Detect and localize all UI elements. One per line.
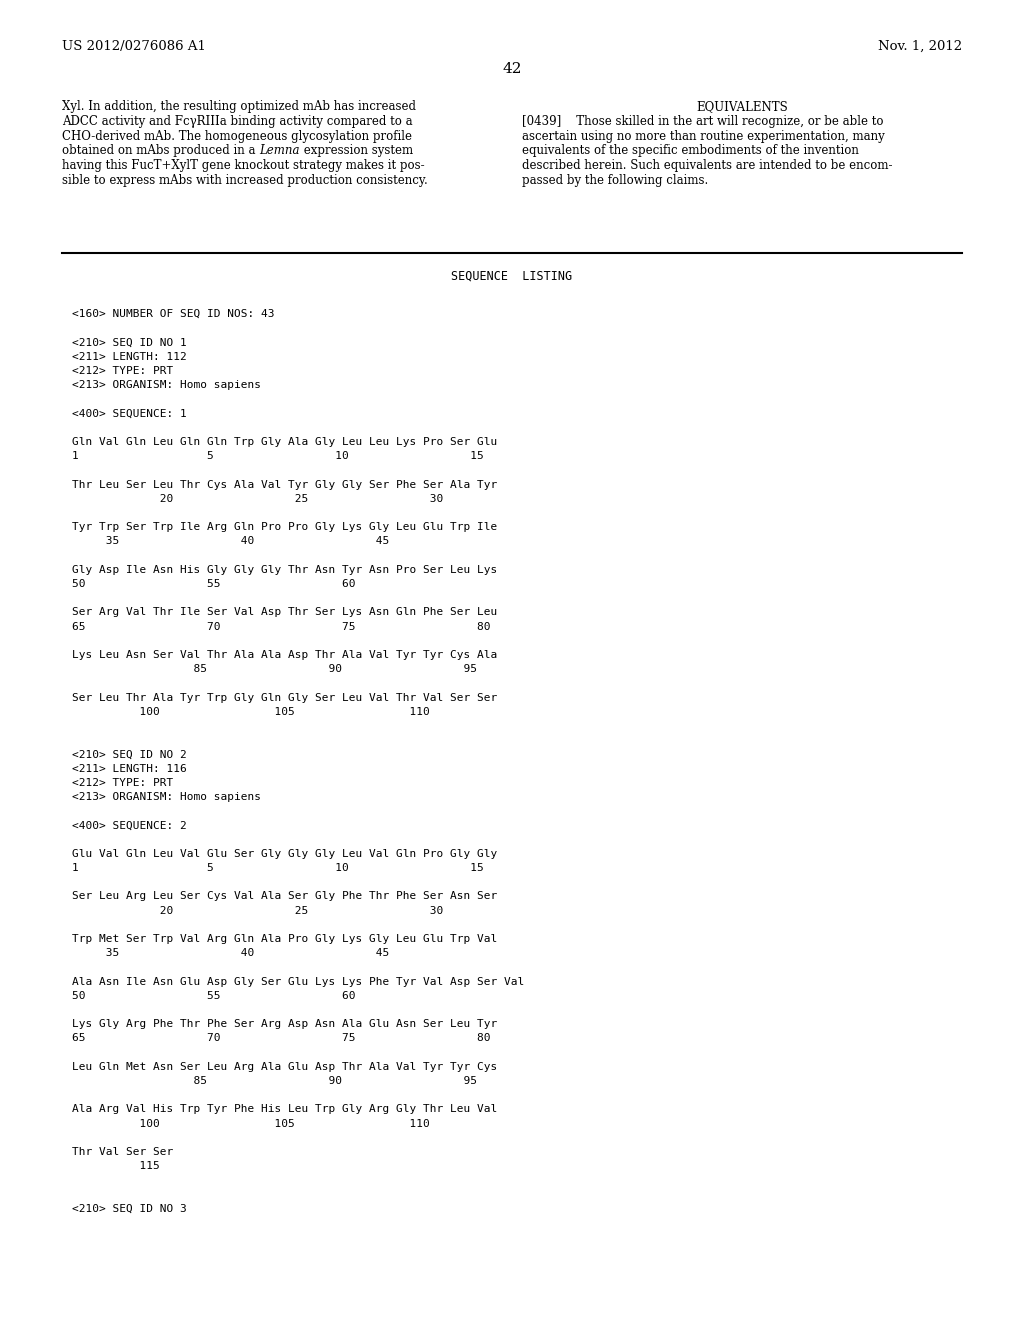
Text: <212> TYPE: PRT: <212> TYPE: PRT bbox=[72, 777, 173, 788]
Text: 1                   5                  10                  15: 1 5 10 15 bbox=[72, 451, 483, 461]
Text: Lys Gly Arg Phe Thr Phe Ser Arg Asp Asn Ala Glu Asn Ser Leu Tyr: Lys Gly Arg Phe Thr Phe Ser Arg Asp Asn … bbox=[72, 1019, 498, 1030]
Text: Lys Leu Asn Ser Val Thr Ala Ala Asp Thr Ala Val Tyr Tyr Cys Ala: Lys Leu Asn Ser Val Thr Ala Ala Asp Thr … bbox=[72, 649, 498, 660]
Text: 65                  70                  75                  80: 65 70 75 80 bbox=[72, 1034, 490, 1043]
Text: <400> SEQUENCE: 1: <400> SEQUENCE: 1 bbox=[72, 409, 186, 418]
Text: 85                  90                  95: 85 90 95 bbox=[72, 664, 477, 675]
Text: <210> SEQ ID NO 3: <210> SEQ ID NO 3 bbox=[72, 1204, 186, 1214]
Text: 20                  25                  30: 20 25 30 bbox=[72, 494, 443, 504]
Text: 35                  40                  45: 35 40 45 bbox=[72, 536, 389, 546]
Text: [0439]    Those skilled in the art will recognize, or be able to: [0439] Those skilled in the art will rec… bbox=[522, 115, 884, 128]
Text: Tyr Trp Ser Trp Ile Arg Gln Pro Pro Gly Lys Gly Leu Glu Trp Ile: Tyr Trp Ser Trp Ile Arg Gln Pro Pro Gly … bbox=[72, 523, 498, 532]
Text: Ser Arg Val Thr Ile Ser Val Asp Thr Ser Lys Asn Gln Phe Ser Leu: Ser Arg Val Thr Ile Ser Val Asp Thr Ser … bbox=[72, 607, 498, 618]
Text: 115: 115 bbox=[72, 1162, 160, 1171]
Text: <211> LENGTH: 112: <211> LENGTH: 112 bbox=[72, 352, 186, 362]
Text: <210> SEQ ID NO 2: <210> SEQ ID NO 2 bbox=[72, 750, 186, 759]
Text: having this FucT+XylT gene knockout strategy makes it pos-: having this FucT+XylT gene knockout stra… bbox=[62, 160, 425, 172]
Text: EQUIVALENTS: EQUIVALENTS bbox=[696, 100, 787, 114]
Text: <212> TYPE: PRT: <212> TYPE: PRT bbox=[72, 366, 173, 376]
Text: 85                  90                  95: 85 90 95 bbox=[72, 1076, 477, 1086]
Text: 50                  55                  60: 50 55 60 bbox=[72, 991, 355, 1001]
Text: Ala Asn Ile Asn Glu Asp Gly Ser Glu Lys Lys Phe Tyr Val Asp Ser Val: Ala Asn Ile Asn Glu Asp Gly Ser Glu Lys … bbox=[72, 977, 524, 986]
Text: 42: 42 bbox=[502, 62, 522, 77]
Text: expression system: expression system bbox=[300, 144, 413, 157]
Text: Ala Arg Val His Trp Tyr Phe His Leu Trp Gly Arg Gly Thr Leu Val: Ala Arg Val His Trp Tyr Phe His Leu Trp … bbox=[72, 1105, 498, 1114]
Text: 100                 105                 110: 100 105 110 bbox=[72, 706, 430, 717]
Text: 100                 105                 110: 100 105 110 bbox=[72, 1118, 430, 1129]
Text: <210> SEQ ID NO 1: <210> SEQ ID NO 1 bbox=[72, 338, 186, 347]
Text: ADCC activity and FcγRIIIa binding activity compared to a: ADCC activity and FcγRIIIa binding activ… bbox=[62, 115, 413, 128]
Text: Nov. 1, 2012: Nov. 1, 2012 bbox=[878, 40, 962, 53]
Text: 50                  55                  60: 50 55 60 bbox=[72, 579, 355, 589]
Text: Xyl. In addition, the resulting optimized mAb has increased: Xyl. In addition, the resulting optimize… bbox=[62, 100, 416, 114]
Text: described herein. Such equivalents are intended to be encom-: described herein. Such equivalents are i… bbox=[522, 160, 893, 172]
Text: Gly Asp Ile Asn His Gly Gly Gly Thr Asn Tyr Asn Pro Ser Leu Lys: Gly Asp Ile Asn His Gly Gly Gly Thr Asn … bbox=[72, 565, 498, 574]
Text: <213> ORGANISM: Homo sapiens: <213> ORGANISM: Homo sapiens bbox=[72, 792, 261, 803]
Text: Leu Gln Met Asn Ser Leu Arg Ala Glu Asp Thr Ala Val Tyr Tyr Cys: Leu Gln Met Asn Ser Leu Arg Ala Glu Asp … bbox=[72, 1061, 498, 1072]
Text: 65                  70                  75                  80: 65 70 75 80 bbox=[72, 622, 490, 631]
Text: 35                  40                  45: 35 40 45 bbox=[72, 948, 389, 958]
Text: <213> ORGANISM: Homo sapiens: <213> ORGANISM: Homo sapiens bbox=[72, 380, 261, 391]
Text: 1                   5                  10                  15: 1 5 10 15 bbox=[72, 863, 483, 873]
Text: CHO-derived mAb. The homogeneous glycosylation profile: CHO-derived mAb. The homogeneous glycosy… bbox=[62, 129, 412, 143]
Text: Thr Val Ser Ser: Thr Val Ser Ser bbox=[72, 1147, 173, 1158]
Text: <400> SEQUENCE: 2: <400> SEQUENCE: 2 bbox=[72, 821, 186, 830]
Text: Ser Leu Thr Ala Tyr Trp Gly Gln Gly Ser Leu Val Thr Val Ser Ser: Ser Leu Thr Ala Tyr Trp Gly Gln Gly Ser … bbox=[72, 693, 498, 702]
Text: Trp Met Ser Trp Val Arg Gln Ala Pro Gly Lys Gly Leu Glu Trp Val: Trp Met Ser Trp Val Arg Gln Ala Pro Gly … bbox=[72, 935, 498, 944]
Text: sible to express mAbs with increased production consistency.: sible to express mAbs with increased pro… bbox=[62, 174, 428, 187]
Text: Glu Val Gln Leu Val Glu Ser Gly Gly Gly Leu Val Gln Pro Gly Gly: Glu Val Gln Leu Val Glu Ser Gly Gly Gly … bbox=[72, 849, 498, 859]
Text: Thr Leu Ser Leu Thr Cys Ala Val Tyr Gly Gly Ser Phe Ser Ala Tyr: Thr Leu Ser Leu Thr Cys Ala Val Tyr Gly … bbox=[72, 479, 498, 490]
Text: SEQUENCE  LISTING: SEQUENCE LISTING bbox=[452, 271, 572, 282]
Text: passed by the following claims.: passed by the following claims. bbox=[522, 174, 709, 187]
Text: obtained on mAbs produced in a: obtained on mAbs produced in a bbox=[62, 144, 259, 157]
Text: <160> NUMBER OF SEQ ID NOS: 43: <160> NUMBER OF SEQ ID NOS: 43 bbox=[72, 309, 274, 319]
Text: US 2012/0276086 A1: US 2012/0276086 A1 bbox=[62, 40, 206, 53]
Text: Gln Val Gln Leu Gln Gln Trp Gly Ala Gly Leu Leu Lys Pro Ser Glu: Gln Val Gln Leu Gln Gln Trp Gly Ala Gly … bbox=[72, 437, 498, 447]
Text: 20                  25                  30: 20 25 30 bbox=[72, 906, 443, 916]
Text: <211> LENGTH: 116: <211> LENGTH: 116 bbox=[72, 763, 186, 774]
Text: equivalents of the specific embodiments of the invention: equivalents of the specific embodiments … bbox=[522, 144, 859, 157]
Text: Lemna: Lemna bbox=[259, 144, 300, 157]
Text: Ser Leu Arg Leu Ser Cys Val Ala Ser Gly Phe Thr Phe Ser Asn Ser: Ser Leu Arg Leu Ser Cys Val Ala Ser Gly … bbox=[72, 891, 498, 902]
Text: ascertain using no more than routine experimentation, many: ascertain using no more than routine exp… bbox=[522, 129, 885, 143]
